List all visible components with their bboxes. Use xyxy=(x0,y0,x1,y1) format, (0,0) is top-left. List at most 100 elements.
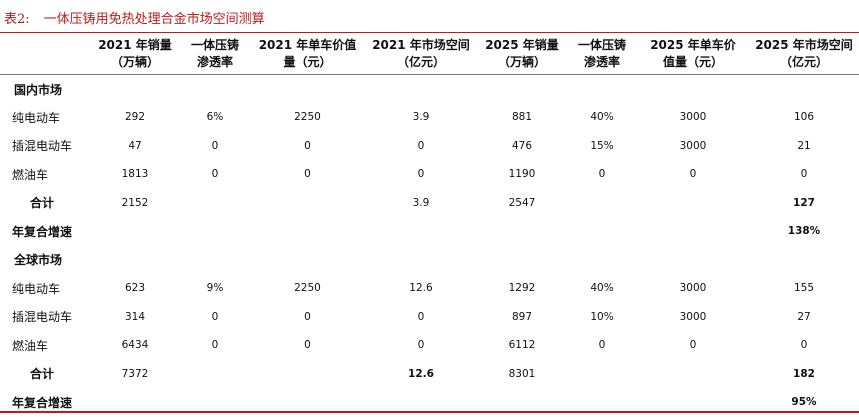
table-cell: 40% xyxy=(590,282,614,295)
table-cell: 0 xyxy=(689,168,697,181)
table-row: 燃油车 1813 0 0 0 1190 0 0 0 xyxy=(0,160,859,189)
table-cell xyxy=(250,360,365,389)
column-header-line2: 值量（元） xyxy=(662,55,723,69)
column-header-line2: 量（元） xyxy=(283,55,332,69)
title-divider xyxy=(0,32,859,33)
table-cell xyxy=(180,75,250,104)
table-cell: 3000 xyxy=(679,111,707,124)
table-cell: 138% xyxy=(787,225,821,238)
column-header-line2: 渗透率 xyxy=(583,55,620,69)
table-row: 插混电动车 314 0 0 0 897 10% 3000 27 xyxy=(0,303,859,332)
table-cell: 0 xyxy=(304,310,311,323)
table-cell: 0 xyxy=(598,339,606,352)
column-header-line2: （亿元） xyxy=(779,55,828,69)
table-cell: 6112 xyxy=(508,339,536,352)
row-label: 插混电动车 xyxy=(12,310,73,325)
table-cell: 2250 xyxy=(294,111,321,124)
table-cell: 0 xyxy=(800,168,808,181)
column-header: 一体压铸 渗透率 xyxy=(567,34,637,75)
row-label: 国内市场 xyxy=(14,82,63,97)
column-header-line1: 一体压铸 xyxy=(577,38,626,52)
table-cell: 623 xyxy=(124,282,146,295)
table-row: 年复合增速 138% xyxy=(0,217,859,246)
table-cell xyxy=(180,246,250,275)
table-cell xyxy=(365,75,477,104)
table-cell xyxy=(365,217,477,246)
table-cell: 6434 xyxy=(121,339,149,352)
table-cell: 0 xyxy=(211,310,219,323)
table-cell: 0 xyxy=(417,139,425,152)
table-cell: 1190 xyxy=(508,168,536,181)
table-cell: 21 xyxy=(797,139,811,152)
column-header: 2025 年单车价 值量（元） xyxy=(637,34,749,75)
table-cell: 10% xyxy=(590,310,614,323)
row-label: 燃油车 xyxy=(12,338,49,353)
table-cell xyxy=(477,246,567,275)
table-cell xyxy=(637,246,749,275)
column-header-line2: （亿元） xyxy=(396,55,445,69)
table-cell: 1292 xyxy=(508,282,536,295)
table-cell xyxy=(90,217,180,246)
table-cell: 897 xyxy=(511,310,533,323)
table-cell: 0 xyxy=(211,339,219,352)
table-row: 国内市场 xyxy=(0,75,859,104)
column-header: 2021 年销量 （万辆） xyxy=(90,34,180,75)
header-row: 2021 年销量 （万辆） 一体压铸 渗透率 2021 年单车价值 量（元） 2021 年市… xyxy=(0,34,859,75)
table-cell: 2250 xyxy=(294,282,321,295)
column-header: 2021 年市场空间 （亿元） xyxy=(365,34,477,75)
column-header: 2021 年单车价值 量（元） xyxy=(250,34,365,75)
table-cell: 9% xyxy=(206,282,224,295)
table-cell xyxy=(90,246,180,275)
table-cell xyxy=(250,75,365,104)
table-cell: 0 xyxy=(304,139,311,152)
table-cell: 0 xyxy=(598,168,606,181)
table-cell xyxy=(637,189,749,218)
table-cell: 155 xyxy=(793,282,815,295)
table-cell xyxy=(567,246,637,275)
table-cell xyxy=(250,217,365,246)
table-cell: 3000 xyxy=(679,310,707,323)
table-cell xyxy=(90,75,180,104)
table-cell: 15% xyxy=(590,139,614,152)
table-cell: 27 xyxy=(797,310,811,323)
table-cell: 95% xyxy=(791,396,817,409)
column-header-line1: 2025 年销量 xyxy=(485,38,559,52)
table-cell: 292 xyxy=(124,111,146,124)
table-cell: 0 xyxy=(211,168,219,181)
table-cell: 12.6 xyxy=(409,282,433,295)
table-cell: 3.9 xyxy=(412,111,430,124)
table-cell xyxy=(477,75,567,104)
column-header-line2: 渗透率 xyxy=(196,55,233,69)
table-cell: 0 xyxy=(304,339,311,352)
table-cell: 8301 xyxy=(508,367,536,380)
table-cell: 0 xyxy=(800,339,808,352)
table-cell xyxy=(365,246,477,275)
table-cell xyxy=(567,360,637,389)
table-cell: 0 xyxy=(304,168,311,181)
table-row: 纯电动车 292 6% 2250 3.9 881 40% 3000 106 xyxy=(0,103,859,132)
table-row: 年复合增速 95% xyxy=(0,388,859,417)
column-header: 一体压铸 渗透率 xyxy=(180,34,250,75)
column-header-line2: （万辆） xyxy=(497,55,546,69)
column-header-line2: （万辆） xyxy=(110,55,159,69)
table-cell xyxy=(637,75,749,104)
table-cell: 127 xyxy=(793,196,815,209)
table-cell: 106 xyxy=(793,111,815,124)
table-cell: 47 xyxy=(128,139,142,152)
table-cell: 0 xyxy=(417,168,425,181)
table-cell xyxy=(180,217,250,246)
table-cell: 7372 xyxy=(121,367,149,380)
table-cell xyxy=(749,75,859,104)
row-label: 年复合增速 xyxy=(12,395,73,410)
row-label: 合计 xyxy=(30,196,55,211)
table-cell xyxy=(567,75,637,104)
table-row: 燃油车 6434 0 0 0 6112 0 0 0 xyxy=(0,331,859,360)
row-label: 合计 xyxy=(30,367,55,382)
table-cell: 2547 xyxy=(508,196,536,209)
table-cell xyxy=(749,246,859,275)
column-header: 2025 年销量 （万辆） xyxy=(477,34,567,75)
table-cell: 0 xyxy=(689,339,697,352)
table-cell xyxy=(250,246,365,275)
table-cell xyxy=(180,189,250,218)
table-row: 插混电动车 47 0 0 0 476 15% 3000 21 xyxy=(0,132,859,161)
